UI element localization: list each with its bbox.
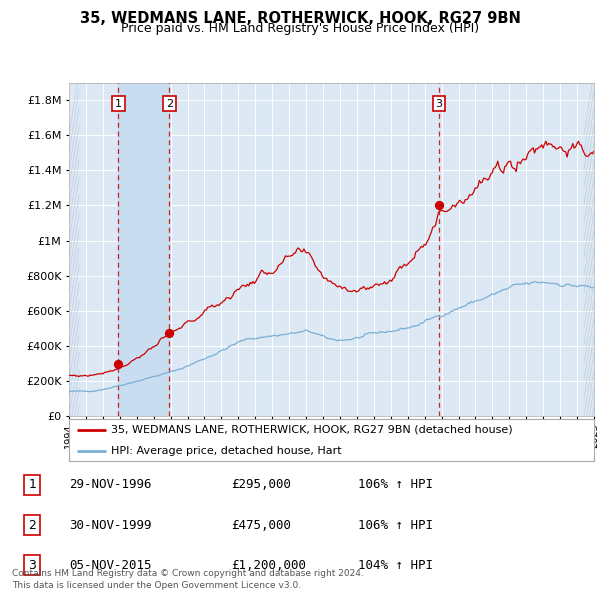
- Text: 30-NOV-1999: 30-NOV-1999: [70, 519, 152, 532]
- Text: 2: 2: [28, 519, 36, 532]
- Text: HPI: Average price, detached house, Hart: HPI: Average price, detached house, Hart: [111, 446, 341, 455]
- Point: [113, 359, 123, 369]
- Bar: [118, 83, 169, 416]
- Text: £1,200,000: £1,200,000: [231, 559, 306, 572]
- Text: Contains HM Land Registry data © Crown copyright and database right 2024.: Contains HM Land Registry data © Crown c…: [12, 569, 364, 578]
- Text: £295,000: £295,000: [231, 478, 291, 491]
- Text: 3: 3: [28, 559, 36, 572]
- Text: 1: 1: [115, 99, 122, 109]
- Text: £475,000: £475,000: [231, 519, 291, 532]
- Text: 106% ↑ HPI: 106% ↑ HPI: [358, 519, 433, 532]
- Text: 2: 2: [166, 99, 173, 109]
- Point: [164, 328, 174, 337]
- Text: 05-NOV-2015: 05-NOV-2015: [70, 559, 152, 572]
- Text: 3: 3: [436, 99, 443, 109]
- Text: 1: 1: [28, 478, 36, 491]
- Text: This data is licensed under the Open Government Licence v3.0.: This data is licensed under the Open Gov…: [12, 581, 301, 590]
- Text: 35, WEDMANS LANE, ROTHERWICK, HOOK, RG27 9BN: 35, WEDMANS LANE, ROTHERWICK, HOOK, RG27…: [80, 11, 520, 25]
- Text: 29-NOV-1996: 29-NOV-1996: [70, 478, 152, 491]
- Point: [434, 201, 444, 210]
- Text: 35, WEDMANS LANE, ROTHERWICK, HOOK, RG27 9BN (detached house): 35, WEDMANS LANE, ROTHERWICK, HOOK, RG27…: [111, 425, 512, 434]
- Text: Price paid vs. HM Land Registry's House Price Index (HPI): Price paid vs. HM Land Registry's House …: [121, 22, 479, 35]
- Text: 104% ↑ HPI: 104% ↑ HPI: [358, 559, 433, 572]
- Text: 106% ↑ HPI: 106% ↑ HPI: [358, 478, 433, 491]
